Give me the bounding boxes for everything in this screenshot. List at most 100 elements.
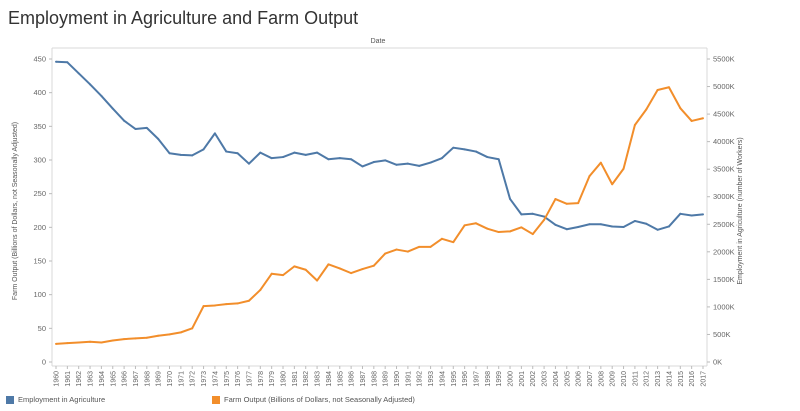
- data-point: [236, 302, 239, 305]
- x-tick-label: 1994: [439, 371, 446, 387]
- data-point: [565, 202, 568, 205]
- series-line: [55, 86, 704, 345]
- data-point: [418, 245, 421, 248]
- x-tick-label: 1973: [201, 371, 208, 387]
- x-tick-label: 2003: [542, 371, 549, 387]
- left-tick-label: 450: [33, 55, 46, 64]
- right-tick-label: 1000K: [713, 302, 735, 311]
- left-tick-label: 200: [33, 223, 46, 232]
- data-point: [338, 267, 341, 270]
- data-point: [474, 150, 477, 153]
- x-tick-label: 1991: [405, 371, 412, 387]
- data-point: [361, 165, 364, 168]
- data-point: [304, 268, 307, 271]
- left-tick-label: 350: [33, 122, 46, 131]
- data-point: [225, 303, 228, 306]
- x-tick-label: 1961: [65, 371, 72, 387]
- data-point: [191, 327, 194, 330]
- data-point: [645, 108, 648, 111]
- data-point: [679, 212, 682, 215]
- line-chart: Date Farm Output (Billions of Dollars, n…: [12, 38, 744, 387]
- data-point: [531, 212, 534, 215]
- data-point: [282, 156, 285, 159]
- data-point: [395, 163, 398, 166]
- data-point: [179, 331, 182, 334]
- right-axis-ticks: 0K 500K 1000K 1500K 2000K 2500K 3000K 3500K 4000…: [707, 55, 735, 367]
- data-point: [656, 228, 659, 231]
- data-point: [247, 162, 250, 165]
- data-point: [111, 339, 114, 342]
- x-tick-label: 1983: [315, 371, 322, 387]
- data-point: [202, 305, 205, 308]
- x-tick-label: 1971: [178, 371, 185, 387]
- data-point: [474, 222, 477, 225]
- data-point: [316, 151, 319, 154]
- data-point: [702, 213, 704, 216]
- data-point: [304, 153, 307, 156]
- x-tick-label: 1967: [133, 371, 140, 387]
- data-point: [656, 88, 659, 91]
- legend-item-farm-output[interactable]: Farm Output (Billions of Dollars, not Se…: [212, 395, 415, 404]
- series-line: [55, 60, 704, 231]
- data-point: [202, 148, 205, 151]
- data-point: [418, 164, 421, 167]
- x-tick-label: 1963: [88, 371, 95, 387]
- x-tick-label: 1968: [144, 371, 151, 387]
- data-point: [123, 338, 126, 341]
- data-point: [327, 263, 330, 266]
- data-point: [213, 304, 216, 307]
- data-point: [633, 219, 636, 222]
- data-point: [66, 61, 69, 64]
- left-tick-label: 250: [33, 189, 46, 198]
- data-point: [100, 341, 103, 344]
- legend-swatch: [212, 395, 220, 404]
- data-point: [509, 197, 512, 200]
- x-tick-label: 2007: [587, 371, 594, 387]
- data-point: [645, 222, 648, 225]
- data-point: [497, 158, 500, 161]
- data-point: [384, 159, 387, 162]
- data-point: [350, 158, 353, 161]
- data-point: [111, 107, 114, 110]
- x-tick-label: 2016: [689, 371, 696, 387]
- data-point: [588, 223, 591, 226]
- data-point: [55, 342, 57, 345]
- data-point: [327, 158, 330, 161]
- data-point: [168, 333, 171, 336]
- data-point: [157, 137, 160, 140]
- data-point: [145, 336, 148, 339]
- x-tick-label: 1998: [485, 371, 492, 387]
- data-point: [690, 214, 693, 217]
- x-tick-label: 2000: [508, 371, 515, 387]
- legend-swatch: [6, 395, 14, 404]
- data-point: [395, 248, 398, 251]
- x-tick-label: 1996: [462, 371, 469, 387]
- legend-label: Employment in Agriculture: [18, 395, 106, 404]
- x-tick-label: 1993: [428, 371, 435, 387]
- x-tick-label: 1969: [156, 371, 163, 387]
- data-point: [134, 337, 137, 340]
- x-tick-label: 1976: [235, 371, 242, 387]
- data-point: [497, 231, 500, 234]
- x-tick-label: 1999: [496, 371, 503, 387]
- x-tick-label: 1987: [360, 371, 367, 387]
- right-tick-label: 3500K: [713, 165, 735, 174]
- data-point: [259, 151, 262, 154]
- legend-label: Farm Output (Billions of Dollars, not Se…: [224, 395, 415, 404]
- data-point: [599, 223, 602, 226]
- x-tick-label: 1981: [292, 371, 299, 387]
- right-tick-label: 5500K: [713, 55, 735, 64]
- x-tick-label: 2008: [598, 371, 605, 387]
- data-point: [134, 127, 137, 130]
- data-point: [66, 342, 69, 345]
- x-tick-label: 1988: [371, 371, 378, 387]
- x-tick-label: 1966: [122, 371, 129, 387]
- x-axis-ticks: 1960 1961 1962 1963 1964 1965 1966 1967 1968 1969…: [54, 366, 708, 387]
- chart-title: Employment in Agriculture and Farm Outpu…: [8, 8, 359, 28]
- legend-item-employment[interactable]: Employment in Agriculture: [6, 395, 105, 404]
- series-0: [55, 60, 704, 231]
- x-tick-label: 2005: [564, 371, 571, 387]
- x-tick-label: 2012: [644, 371, 651, 387]
- data-point: [293, 151, 296, 154]
- data-point: [622, 167, 625, 170]
